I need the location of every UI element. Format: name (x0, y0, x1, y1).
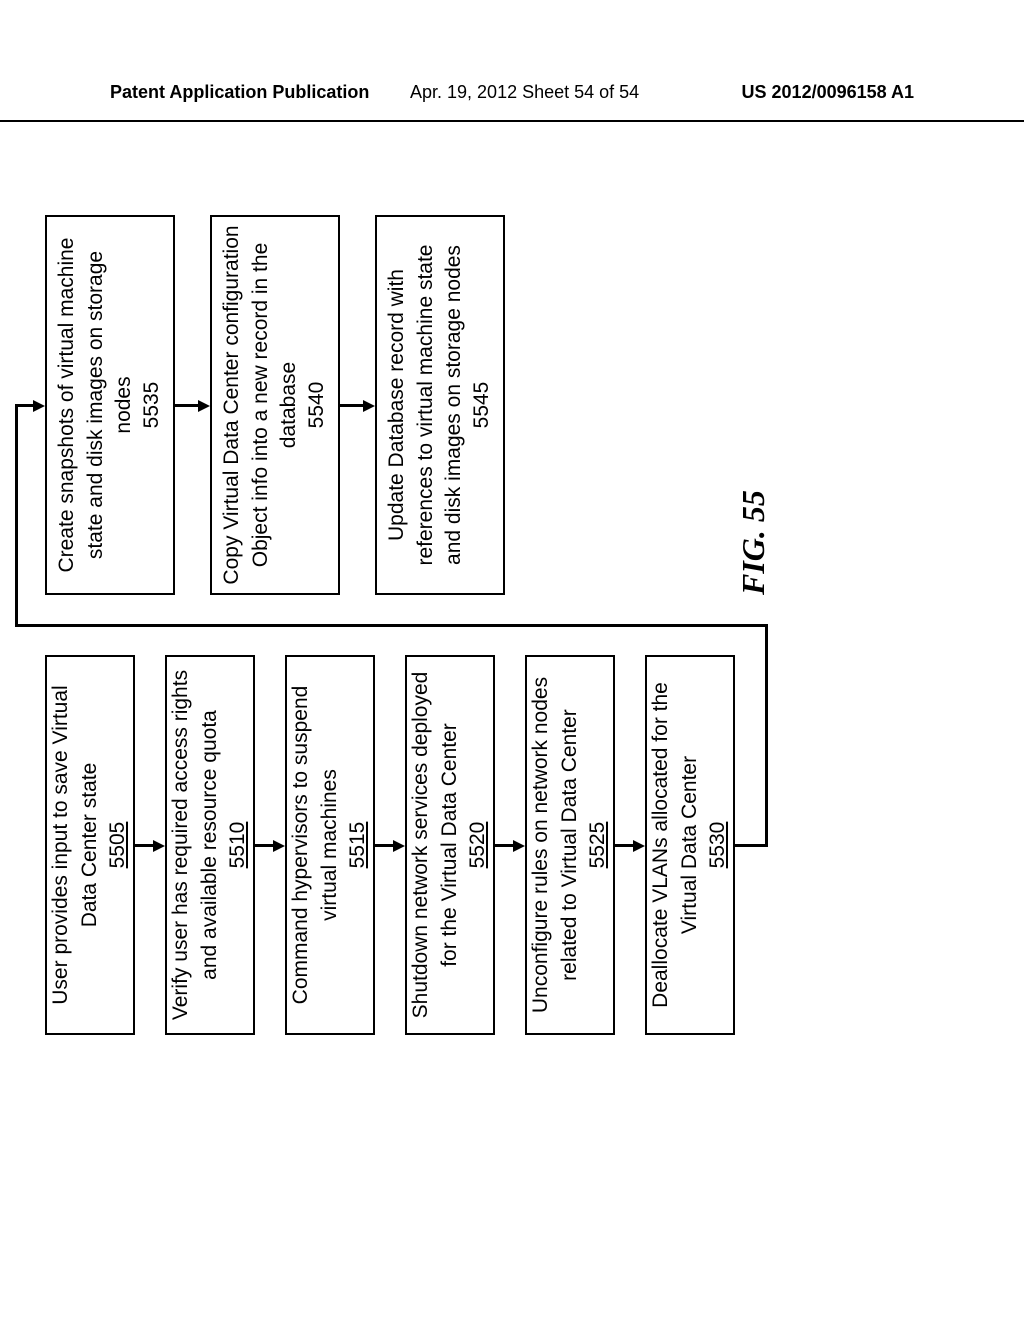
arrow-head-icon (393, 840, 405, 852)
connector (765, 625, 768, 847)
arrow (615, 844, 635, 847)
flow-ref: 5525 (584, 822, 612, 869)
flow-step-5525: Unconfigure rules on network nodes relat… (525, 655, 615, 1035)
arrow-head-icon (33, 400, 45, 412)
flow-ref: 5540 (303, 382, 331, 429)
arrow-head-icon (153, 840, 165, 852)
flow-step-5540: Copy Virtual Data Center configuration O… (210, 215, 340, 595)
flow-text: Copy Virtual Data Center configuration O… (218, 225, 303, 585)
flowchart-diagram: User provides input to save Virtual Data… (85, 245, 935, 1005)
arrow (340, 404, 365, 407)
flow-step-5530: Deallocate VLANs allocated for the Virtu… (645, 655, 735, 1035)
flow-step-5515: Command hypervisors to suspend virtual m… (285, 655, 375, 1035)
connector (735, 844, 765, 847)
arrow-head-icon (198, 400, 210, 412)
flow-text: Update Database record with references t… (383, 225, 468, 585)
flow-step-5505: User provides input to save Virtual Data… (45, 655, 135, 1035)
flow-text: Shutdown network services deployed for t… (407, 665, 464, 1025)
arrow-head-icon (633, 840, 645, 852)
arrow (495, 844, 515, 847)
flow-text: Command hypervisors to suspend virtual m… (287, 665, 344, 1025)
arrow-head-icon (363, 400, 375, 412)
arrow (375, 844, 395, 847)
connector (15, 404, 35, 407)
flow-text: User provides input to save Virtual Data… (47, 665, 104, 1025)
arrow (255, 844, 275, 847)
flow-step-5510: Verify user has required access rights a… (165, 655, 255, 1035)
connector (15, 624, 768, 627)
header-center: Apr. 19, 2012 Sheet 54 of 54 (410, 82, 639, 103)
page-header: Patent Application Publication Apr. 19, … (0, 82, 1024, 122)
header-right: US 2012/0096158 A1 (742, 82, 914, 103)
flow-ref: 5545 (468, 382, 496, 429)
arrow-head-icon (273, 840, 285, 852)
figure-label: FIG. 55 (735, 490, 772, 595)
flow-ref: 5535 (138, 382, 166, 429)
flow-step-5520: Shutdown network services deployed for t… (405, 655, 495, 1035)
flow-ref: 5505 (104, 822, 132, 869)
arrow-head-icon (513, 840, 525, 852)
flow-text: Create snapshots of virtual machine stat… (53, 225, 138, 585)
page: Patent Application Publication Apr. 19, … (0, 0, 1024, 1320)
flow-ref: 5515 (344, 822, 372, 869)
flow-ref: 5510 (224, 822, 252, 869)
flow-text: Unconfigure rules on network nodes relat… (527, 665, 584, 1025)
connector (15, 405, 18, 627)
flow-text: Deallocate VLANs allocated for the Virtu… (647, 665, 704, 1025)
flow-step-5535: Create snapshots of virtual machine stat… (45, 215, 175, 595)
arrow (175, 404, 200, 407)
flow-ref: 5530 (704, 822, 732, 869)
flow-step-5545: Update Database record with references t… (375, 215, 505, 595)
flow-text: Verify user has required access rights a… (167, 665, 224, 1025)
flow-ref: 5520 (464, 822, 492, 869)
arrow (135, 844, 155, 847)
header-left: Patent Application Publication (110, 82, 369, 103)
